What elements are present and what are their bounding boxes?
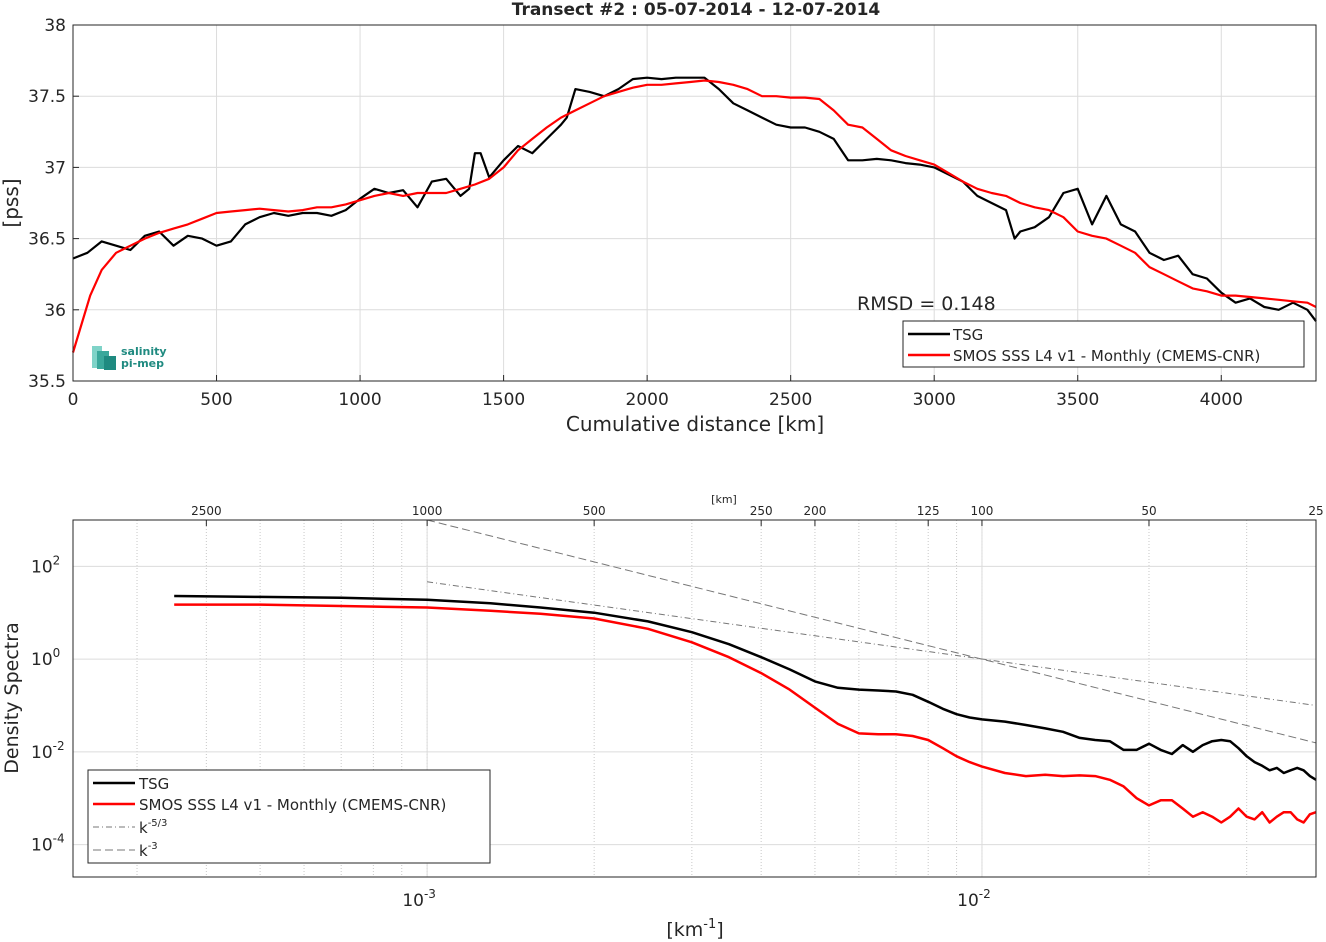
bottom-y-axis-label: Density Spectra bbox=[1, 622, 23, 773]
top-x-tick-labels: 0 500 1000 1500 2000 2500 3000 3500 4000 bbox=[68, 390, 1243, 410]
top-x-tick-label: 3500 bbox=[1056, 390, 1099, 410]
bottom-x-tick-exp: -2 bbox=[979, 887, 991, 901]
bottom-y-tick-base: 10 bbox=[31, 836, 53, 856]
salinity-pi-mep-logo: salinity pi-mep bbox=[92, 345, 167, 370]
top-x-axis-label: Cumulative distance [km] bbox=[566, 412, 824, 436]
legend-label-k3: k-3 bbox=[139, 841, 158, 860]
top-y-tick-labels: 35.5 36 36.5 37 37.5 38 bbox=[28, 16, 66, 392]
salinity-transect-chart: Transect #2 : 05-07-2014 - 12-07-2014 0 5… bbox=[0, 0, 1317, 436]
bottom-y-tick-exp: -2 bbox=[53, 739, 65, 753]
bottom-x-axis-label-end: ] bbox=[716, 919, 723, 941]
bottom-y-tick-base: 10 bbox=[31, 557, 53, 577]
legend-label-k3-base: k bbox=[139, 842, 148, 860]
bottom-x-tick-exp: -3 bbox=[424, 887, 436, 901]
top-x-tick-label: 1500 bbox=[482, 390, 525, 410]
bottom-y-tick-label: 10-4 bbox=[31, 832, 65, 856]
bottom-legend: TSG SMOS SSS L4 v1 - Monthly (CMEMS-CNR)… bbox=[87, 769, 491, 864]
logo-text-line1: salinity bbox=[121, 345, 167, 358]
series-line-tsg bbox=[72, 76, 1317, 322]
top-y-tick-label: 38 bbox=[44, 16, 66, 36]
top-axis-tick-label: 125 bbox=[917, 504, 940, 518]
bottom-x-axis-label-sup: -1 bbox=[703, 917, 716, 932]
chart-title: Transect #2 : 05-07-2014 - 12-07-2014 bbox=[512, 0, 881, 20]
bottom-legend-box bbox=[87, 769, 491, 864]
legend-label-smos: SMOS SSS L4 v1 - Monthly (CMEMS-CNR) bbox=[953, 347, 1260, 365]
bottom-y-tick-base: 10 bbox=[31, 650, 53, 670]
top-x-tick-label: 2000 bbox=[626, 390, 669, 410]
top-axis-tick-label: 500 bbox=[583, 504, 606, 518]
bottom-y-tick-exp: -4 bbox=[53, 832, 65, 846]
top-legend: TSG SMOS SSS L4 v1 - Monthly (CMEMS-CNR) bbox=[902, 320, 1305, 368]
top-y-tick-label: 36.5 bbox=[28, 230, 66, 250]
top-axis-tick-label: 200 bbox=[803, 504, 826, 518]
legend-label-k53-sup: -5/3 bbox=[148, 818, 168, 829]
legend-label-k53: k-5/3 bbox=[139, 818, 167, 837]
bottom-x-tick-base: 10 bbox=[402, 891, 424, 911]
bottom-series-group bbox=[174, 519, 1317, 824]
top-axis-tick-label: 2500 bbox=[191, 504, 222, 518]
top-axis-tick-label: 25 bbox=[1308, 504, 1323, 518]
legend-label-tsg: TSG bbox=[138, 775, 169, 793]
reference-line-k3 bbox=[426, 519, 1317, 744]
bottom-y-tick-exp: 0 bbox=[53, 646, 61, 660]
top-x-tick-label: 500 bbox=[200, 390, 232, 410]
series-line-smos bbox=[71, 79, 1317, 353]
legend-label-k53-base: k bbox=[139, 819, 148, 837]
bottom-x-tick-labels: 10-3 10-2 bbox=[402, 887, 990, 911]
bottom-y-tick-label: 10-2 bbox=[31, 739, 65, 763]
legend-label-tsg: TSG bbox=[952, 326, 983, 344]
top-x-tick-label: 0 bbox=[68, 390, 79, 410]
top-y-tick-label: 37.5 bbox=[28, 87, 66, 107]
logo-mark bbox=[104, 356, 116, 370]
bottom-top-axis-tick-labels: 2500 1000 500 250 200 125 100 50 25 bbox=[191, 504, 1324, 518]
top-series-group bbox=[71, 76, 1317, 353]
bottom-x-tick-label: 10-3 bbox=[402, 887, 436, 911]
bottom-plot-frame bbox=[72, 519, 1317, 878]
bottom-y-tick-exp: 2 bbox=[53, 553, 61, 567]
top-x-tick-label: 1000 bbox=[338, 390, 381, 410]
bottom-y-tick-label: 102 bbox=[31, 553, 60, 577]
legend-label-smos: SMOS SSS L4 v1 - Monthly (CMEMS-CNR) bbox=[139, 796, 446, 814]
top-y-tick-label: 36 bbox=[44, 301, 66, 321]
top-y-tick-label: 35.5 bbox=[28, 372, 66, 392]
top-legend-box bbox=[902, 320, 1305, 368]
logo-text-line2: pi-mep bbox=[121, 357, 164, 370]
top-x-tick-label: 4000 bbox=[1200, 390, 1243, 410]
top-axis-tick-label: 50 bbox=[1141, 504, 1156, 518]
top-axis-tick-label: 1000 bbox=[412, 504, 443, 518]
top-axis-label: [km] bbox=[711, 493, 737, 506]
top-x-tick-label: 3000 bbox=[913, 390, 956, 410]
series-line-smos bbox=[174, 603, 1317, 824]
top-y-axis-label: [pss] bbox=[0, 178, 23, 227]
bottom-y-tick-base: 10 bbox=[31, 743, 53, 763]
bottom-x-tick-label: 10-2 bbox=[957, 887, 991, 911]
bottom-y-tick-label: 100 bbox=[31, 646, 60, 670]
top-plot-frame bbox=[72, 24, 1317, 382]
bottom-x-axis-label-base: [km bbox=[666, 919, 703, 941]
top-y-tick-label: 37 bbox=[44, 158, 66, 178]
legend-label-k3-sup: -3 bbox=[148, 841, 158, 852]
top-axis-tick-label: 250 bbox=[750, 504, 773, 518]
top-axis-tick-label: 100 bbox=[971, 504, 994, 518]
series-line-tsg bbox=[174, 594, 1317, 781]
rmsd-annotation: RMSD = 0.148 bbox=[857, 293, 996, 315]
bottom-x-axis-label: [km-1] bbox=[666, 917, 723, 941]
bottom-x-tick-base: 10 bbox=[957, 891, 979, 911]
top-x-tick-label: 2500 bbox=[769, 390, 812, 410]
